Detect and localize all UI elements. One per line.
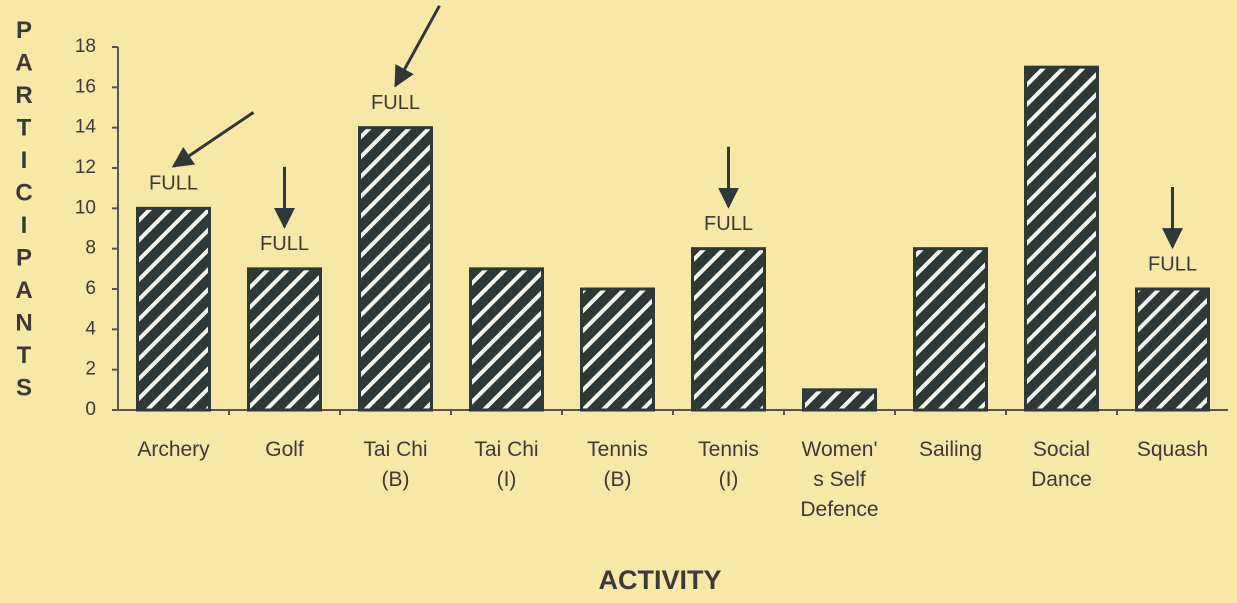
y-tick-label: 6	[85, 278, 96, 299]
x-tick-label: Golf	[265, 438, 304, 461]
x-tick-label: Archery	[137, 438, 210, 461]
y-tick-label: 2	[85, 359, 96, 380]
x-tick-label: Tennis (I)	[698, 438, 759, 491]
x-tick-label: Social Dance	[1031, 438, 1092, 491]
bar	[358, 126, 433, 412]
y-tick-label: 16	[75, 76, 96, 97]
bar	[802, 388, 877, 412]
bar	[691, 247, 766, 412]
bar	[136, 206, 211, 412]
x-tick-label: Tai Chi (I)	[474, 438, 538, 491]
x-axis-label: ACTIVITY	[598, 565, 721, 595]
annotation: FULL	[704, 213, 753, 235]
bar	[1135, 287, 1210, 412]
y-tick-label: 12	[75, 157, 96, 178]
bar	[913, 247, 988, 412]
x-tick-label: Squash	[1137, 438, 1208, 461]
annotation: FULL	[1148, 253, 1197, 275]
annotation: FULL	[260, 233, 309, 255]
y-tick-label: 18	[75, 36, 96, 57]
x-tick-label: Women' s Self Defence	[800, 438, 878, 521]
bar	[469, 267, 544, 412]
y-tick-label: 14	[75, 117, 97, 138]
annotation: FULL	[149, 173, 198, 195]
x-tick-label: Tai Chi (B)	[363, 438, 427, 491]
y-tick-label: 0	[85, 399, 96, 420]
annotation-arrow	[171, 111, 255, 168]
bar	[580, 287, 655, 412]
annotation: FULL	[371, 92, 420, 114]
bar	[1024, 65, 1099, 412]
y-tick-label: 10	[75, 197, 96, 218]
y-tick-label: 4	[85, 318, 96, 339]
annotation-arrow	[394, 4, 441, 88]
bar	[247, 267, 322, 412]
x-tick-label: Sailing	[919, 438, 982, 461]
y-tick-label: 8	[85, 238, 96, 259]
x-tick-label: Tennis (B)	[587, 438, 648, 491]
